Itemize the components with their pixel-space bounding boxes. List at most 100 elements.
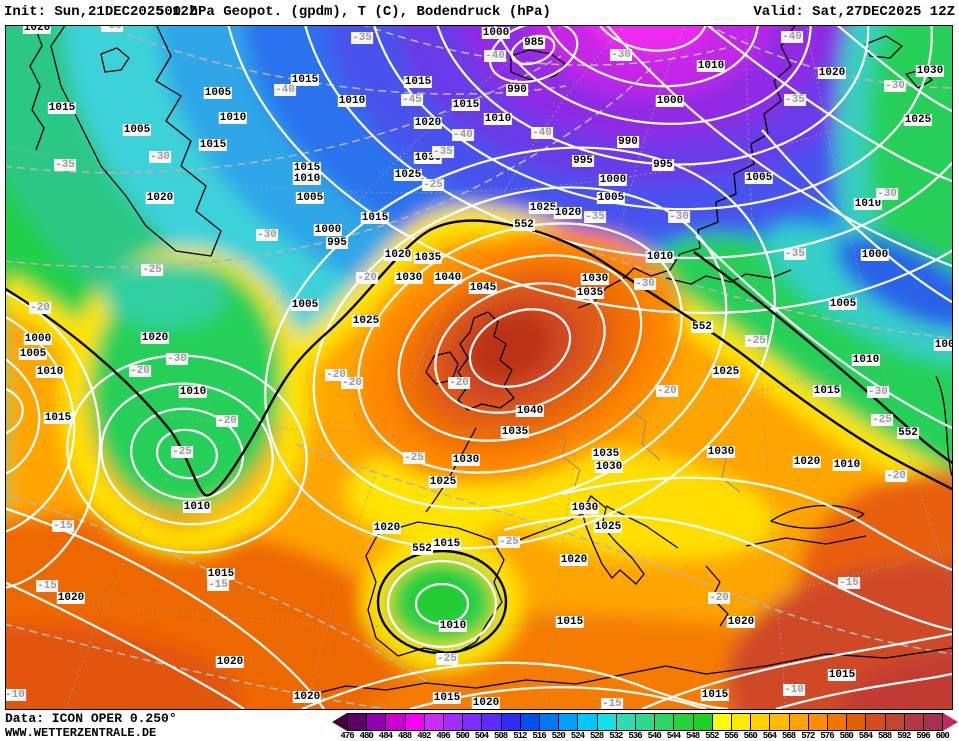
temperature-label: -30 <box>668 211 690 223</box>
pressure-label: 1020 <box>22 26 52 34</box>
pressure-label: 1015 <box>198 139 228 151</box>
colorbar-segment <box>443 713 464 731</box>
temperature-label: -15 <box>207 579 229 591</box>
colorbar-tick-label: 516 <box>532 731 546 741</box>
pressure-label: 1005 <box>828 298 858 310</box>
pressure-label: 1015 <box>555 616 585 628</box>
chart-title: 500 hPa Geopot. (gpdm), T (C), Bodendruc… <box>156 4 551 20</box>
pressure-label: 1035 <box>591 448 621 460</box>
colorbar-segment <box>807 713 828 731</box>
colorbar-tick-label: 600 <box>935 731 950 741</box>
pressure-label: 1035 <box>575 287 605 299</box>
pressure-label: 1020 <box>215 656 245 668</box>
colorbar-tick-label: 488 <box>397 731 412 741</box>
temperature-label: -25 <box>403 452 425 464</box>
pressure-label: 1015 <box>360 212 390 224</box>
temperature-label: -25 <box>871 414 893 426</box>
colorbar-segment <box>404 713 425 731</box>
pressure-label: 1000 <box>860 249 890 261</box>
pressure-label: 1025 <box>528 202 558 214</box>
temperature-label: -40 <box>274 84 296 96</box>
valid-time-label: Valid: Sat,27DEC2025 12Z <box>753 4 955 20</box>
pressure-label: 1025 <box>711 366 741 378</box>
pressure-label: 1005 <box>122 124 152 136</box>
colorbar-tick-label: 548 <box>685 731 700 741</box>
colorbar-segment <box>539 713 560 731</box>
pressure-label: 1045 <box>468 282 498 294</box>
temperature-label: -20 <box>448 377 470 389</box>
pressure-label: 1000 <box>655 95 685 107</box>
pressure-label: 1020 <box>413 117 443 129</box>
colorbar-arrow-right <box>943 713 959 731</box>
pressure-label: 1020 <box>817 67 847 79</box>
pressure-label: 1020 <box>145 192 175 204</box>
colorbar-segment <box>865 713 886 731</box>
temperature-label: -15 <box>601 698 623 710</box>
colorbar-tick-label: 496 <box>436 731 450 741</box>
temperature-label: -30 <box>634 278 656 290</box>
pressure-label: 1020 <box>471 697 501 709</box>
temperature-label: -20 <box>356 272 378 284</box>
temperature-label: -25 <box>171 446 193 458</box>
temperature-label: -25 <box>745 335 767 347</box>
temperature-label: -35 <box>584 211 606 223</box>
pressure-label: 995 <box>652 159 674 171</box>
temperature-label: -35 <box>784 248 806 260</box>
colorbar-segment <box>884 713 905 731</box>
colorbar-segment <box>366 713 387 731</box>
pressure-label: 995 <box>326 237 348 249</box>
pressure-label: 1020 <box>792 456 822 468</box>
pressure-label: 1015 <box>700 689 730 701</box>
colorbar-tick-label: 588 <box>877 731 892 741</box>
temperature-label: -25 <box>436 653 458 665</box>
geopotential-label: 552 <box>513 219 535 231</box>
colorbar-tick-label: 476 <box>340 731 354 741</box>
pressure-label: 1000 <box>313 224 343 236</box>
temperature-label: -25 <box>422 179 444 191</box>
pressure-label: 1030 <box>570 502 600 514</box>
pressure-label: 1005 <box>203 87 233 99</box>
colorbar-tick-label: 528 <box>589 731 604 741</box>
temperature-label: -20 <box>216 415 238 427</box>
colorbar-tick-label: 564 <box>762 731 777 741</box>
pressure-label: 1020 <box>726 616 756 628</box>
colorbar-tick-label: 532 <box>609 731 623 741</box>
colorbar-tick-label: 524 <box>570 731 585 741</box>
colorbar-tick-label: 536 <box>628 731 642 741</box>
pressure-label: 1040 <box>515 405 545 417</box>
pressure-label: 1025 <box>428 476 458 488</box>
temperature-label: -25 <box>498 536 520 548</box>
colorbar-tick-label: 584 <box>858 731 873 741</box>
colorbar-segment <box>923 713 944 731</box>
init-time-label: Init: Sun,21DEC2025 12Z <box>4 4 198 20</box>
colorbar-tick-label: 576 <box>820 731 834 741</box>
pressure-label: 1010 <box>337 95 367 107</box>
pressure-label: 1010 <box>483 113 513 125</box>
pressure-label: 1010 <box>182 501 212 513</box>
colorbar-segment <box>500 713 521 731</box>
colorbar-segment <box>385 713 406 731</box>
temperature-label: -10 <box>5 689 26 701</box>
pressure-label: 1030 <box>451 454 481 466</box>
pressure-label: 1010 <box>218 112 248 124</box>
colorbar-tick-label: 484 <box>378 731 393 741</box>
temperature-label: -20 <box>29 302 51 314</box>
colorbar-segment <box>481 713 502 731</box>
temperature-label: -30 <box>884 80 906 92</box>
temperature-label: -45 <box>401 94 423 106</box>
colorbar-segment <box>519 713 540 731</box>
temperature-label: -40 <box>781 31 803 43</box>
temperature-label: -30 <box>876 188 898 200</box>
weather-map: 1015 1005 1005 1010 1015 1015 1010 1015 1015 1020… <box>5 25 953 710</box>
temperature-label: -35 <box>54 159 76 171</box>
pressure-label: 1015 <box>812 385 842 397</box>
pressure-label: 1020 <box>140 332 170 344</box>
temperature-label: -30 <box>610 49 632 61</box>
colorbar-tick-label: 540 <box>647 731 662 741</box>
pressure-label: 1020 <box>56 592 86 604</box>
pressure-label: 1010 <box>851 354 881 366</box>
pressure-label: 1010 <box>178 386 208 398</box>
pressure-label: 985 <box>523 37 545 49</box>
temperature-label: -25 <box>141 264 163 276</box>
pressure-label: 1020 <box>383 249 413 261</box>
